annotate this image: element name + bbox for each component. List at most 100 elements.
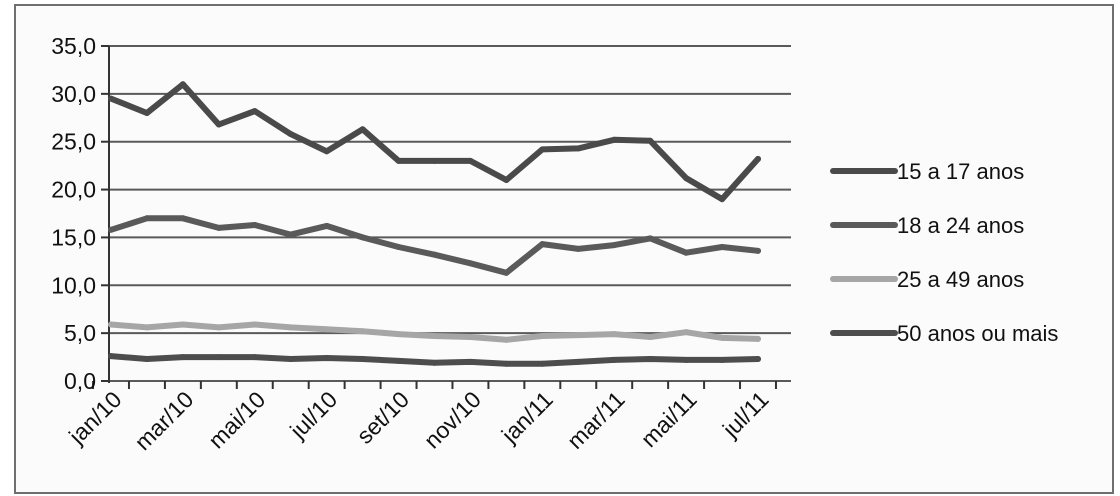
data-point [431,157,438,164]
data-point [575,358,582,365]
data-point [287,131,294,138]
data-point [431,333,438,340]
data-point [108,95,114,102]
data-point [503,336,510,343]
data-point [287,231,294,238]
data-point [575,145,582,152]
data-point [647,333,654,340]
data-point [719,356,726,363]
data-point [647,355,654,362]
data-point [215,324,222,331]
data-point [143,324,150,331]
x-tick-label: jul/11 [717,386,774,443]
x-axis-ticks: jan/10 mar/10 mai/10 jul/10 set/10 nov/10 jan/… [63,386,773,455]
data-point [647,235,654,242]
data-point [719,334,726,341]
y-tick-label: 30,0 [51,81,96,107]
data-point [323,148,330,155]
data-point [539,333,546,340]
data-point [395,357,402,364]
data-point [323,222,330,229]
data-point [431,359,438,366]
data-point [467,260,474,267]
legend-label: 18 a 24 anos [897,213,1024,238]
data-point [683,249,690,256]
data-point [287,324,294,331]
data-point [755,335,761,342]
x-tick-label: jan/11 [496,386,558,448]
y-tick-label: 20,0 [51,177,96,203]
data-point [251,221,258,228]
data-point [108,321,114,328]
data-point [359,126,366,133]
data-point [108,353,114,360]
line-chart: 35,030,025,020,015,010,05,00,0 jan/10 mar… [51,33,1058,455]
y-tick-label: 35,0 [51,33,96,59]
data-point [143,215,150,222]
x-tick-label: mai/10 [203,386,270,453]
data-point [215,121,222,128]
chart-frame: 35,0 30,0 25,0 20,0 15,0 10,0 5,0 0,0 jan/10 mar… [14,4,1114,494]
data-point [539,360,546,367]
data-point [683,175,690,182]
data-point [323,355,330,362]
data-point [503,360,510,367]
data-point [611,242,618,249]
data-point [611,356,618,363]
legend: 15 a 17 anos 18 a 24 anos 25 a 49 anos 50 a… [830,159,1058,346]
data-point [108,226,114,233]
data-point [251,354,258,361]
data-point [431,251,438,258]
x-tick-label: nov/10 [419,386,486,453]
y-tick-label: 0,0 [64,368,96,394]
data-point [215,224,222,231]
data-point [503,177,510,183]
data-point [395,157,402,164]
data-point [395,331,402,338]
data-point [179,81,186,88]
data-point [359,328,366,335]
series-layer [108,81,761,367]
legend-label: 25 a 49 anos [897,267,1024,292]
data-point [179,321,186,328]
data-point [143,110,150,116]
grid-layer [109,45,791,382]
data-point [539,146,546,153]
y-tick-label: 15,0 [51,224,96,250]
data-point [179,354,186,361]
x-tick-label: mai/11 [636,386,702,452]
data-point [467,333,474,340]
data-point [503,269,510,276]
y-tick-label: 5,0 [64,320,96,346]
data-point [755,355,761,362]
x-tick-label: jan/10 [63,386,126,449]
data-point [179,215,186,222]
data-point [755,247,761,254]
data-point [467,157,474,164]
x-tick-label: mar/11 [562,386,630,454]
axis-layer [92,45,777,389]
x-tick-label: set/10 [351,386,414,449]
x-tick-label: jul/10 [284,386,342,444]
data-point [683,329,690,336]
data-point [611,136,618,143]
data-point [467,358,474,365]
data-point [143,355,150,362]
data-point [755,155,761,162]
legend-label: 50 anos ou mais [897,321,1058,346]
data-point [575,332,582,339]
legend-label: 15 a 17 anos [897,159,1024,184]
series-line-2 [108,215,761,276]
y-tick-label: 25,0 [51,129,96,155]
y-tick-label: 10,0 [51,272,96,298]
x-tick-label: mar/10 [129,386,198,455]
data-point [611,331,618,338]
data-point [683,356,690,363]
data-point [647,137,654,144]
data-point [359,355,366,362]
data-point [359,234,366,241]
data-point [719,196,726,203]
data-point [251,321,258,328]
data-point [287,355,294,362]
data-point [215,354,222,361]
